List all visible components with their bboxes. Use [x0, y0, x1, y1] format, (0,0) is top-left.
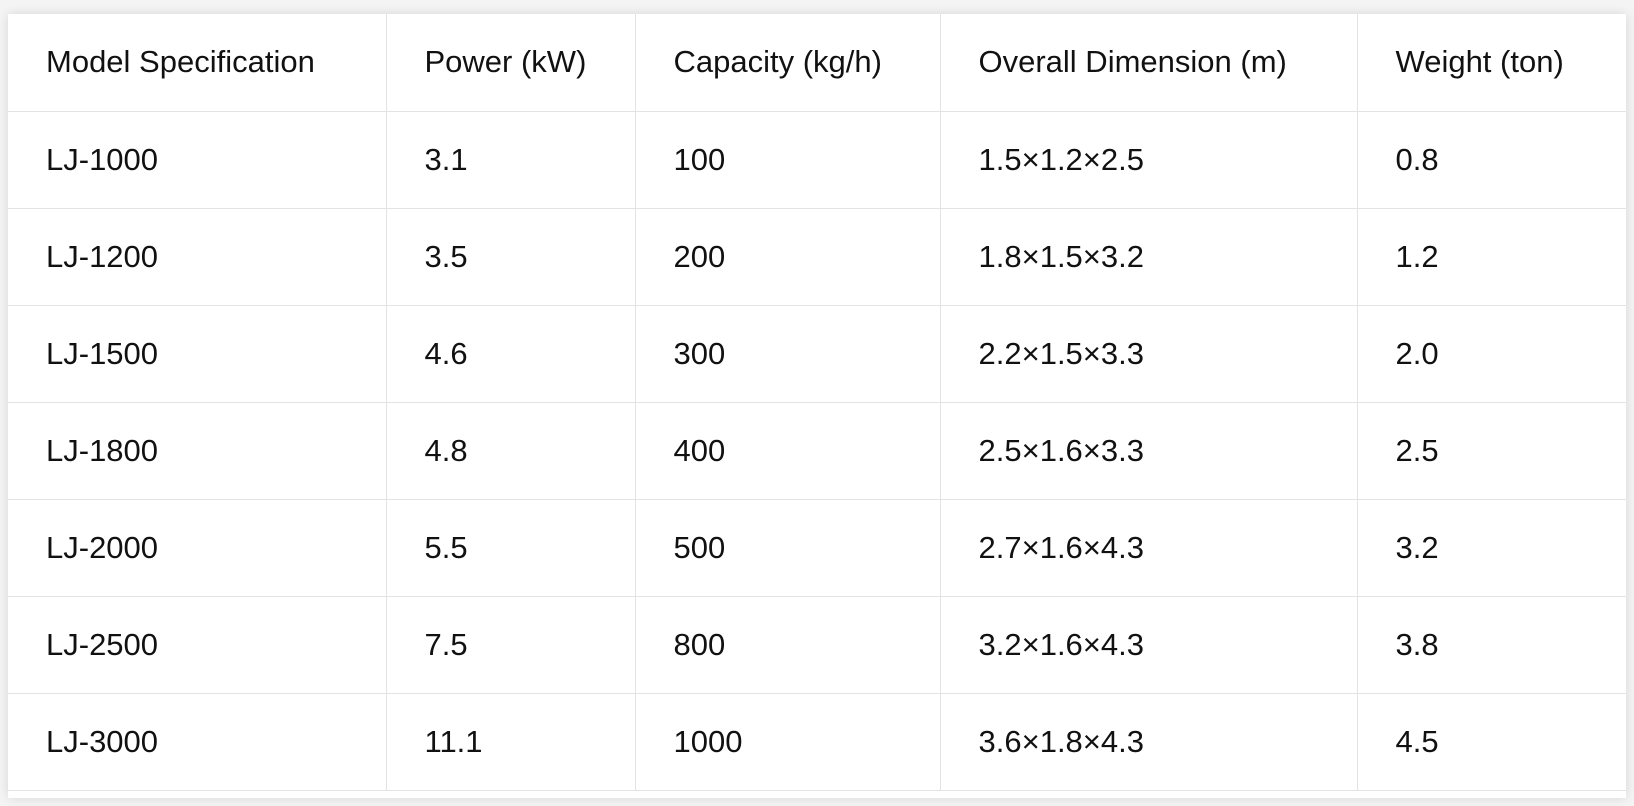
table-cell: 4.6: [385, 304, 636, 403]
header-cell: Weight (ton): [1356, 14, 1626, 112]
table-head: Model Specification Power (kW) Capacity (k…: [8, 14, 1626, 112]
table-cell: 3.6×1.8×4.3: [939, 692, 1358, 791]
table-cell: 1.5×1.2×2.5: [939, 111, 1358, 209]
table-cell: 3.8: [1356, 595, 1626, 694]
table-cell: 0.8: [1356, 111, 1626, 209]
header-cell: Model Specification: [8, 14, 387, 112]
table-cell: 5.5: [385, 498, 636, 597]
table-cell: 7.5: [385, 595, 636, 694]
table-cell: LJ-1200: [8, 207, 387, 306]
table-cell: 4.5: [1356, 692, 1626, 791]
table-cell: LJ-2500: [8, 595, 387, 694]
table-cell: 4.8: [385, 401, 636, 500]
table-row: LJ-3000 11.1 1000 3.6×1.8×4.3 4.5: [8, 692, 1626, 791]
header-row: Model Specification Power (kW) Capacity (k…: [8, 14, 1626, 112]
table-cell: 2.5×1.6×3.3: [939, 401, 1358, 500]
table-cell: 2.2×1.5×3.3: [939, 304, 1358, 403]
table-cell: 1.2: [1356, 207, 1626, 306]
table-cell: 2.7×1.6×4.3: [939, 498, 1358, 597]
table-row: LJ-1500 4.6 300 2.2×1.5×3.3 2.0: [8, 304, 1626, 403]
table-card: Model Specification Power (kW) Capacity (k…: [8, 14, 1626, 798]
table-cell: 3.2×1.6×4.3: [939, 595, 1358, 694]
header-cell: Capacity (kg/h): [634, 14, 941, 112]
table-cell: 11.1: [385, 692, 636, 791]
table-cell: 100: [634, 111, 941, 209]
table-cell: LJ-1500: [8, 304, 387, 403]
table-cell: 2.5: [1356, 401, 1626, 500]
header-cell: Power (kW): [385, 14, 636, 112]
table-cell: 1.8×1.5×3.2: [939, 207, 1358, 306]
table-cell: 800: [634, 595, 941, 694]
header-cell: Overall Dimension (m): [939, 14, 1358, 112]
table-row: LJ-2500 7.5 800 3.2×1.6×4.3 3.8: [8, 595, 1626, 694]
spec-table: Model Specification Power (kW) Capacity (k…: [8, 14, 1626, 791]
table-cell: LJ-1800: [8, 401, 387, 500]
table-row: LJ-1800 4.8 400 2.5×1.6×3.3 2.5: [8, 401, 1626, 500]
table-cell: LJ-2000: [8, 498, 387, 597]
table-cell: 500: [634, 498, 941, 597]
table-cell: LJ-3000: [8, 692, 387, 791]
table-row: LJ-1200 3.5 200 1.8×1.5×3.2 1.2: [8, 207, 1626, 306]
table-body: LJ-1000 3.1 100 1.5×1.2×2.5 0.8 LJ-1200 3.5 200…: [8, 111, 1626, 791]
table-cell: 400: [634, 401, 941, 500]
table-row: LJ-1000 3.1 100 1.5×1.2×2.5 0.8: [8, 111, 1626, 209]
table-cell: 200: [634, 207, 941, 306]
table-cell: 3.5: [385, 207, 636, 306]
table-cell: 3.1: [385, 111, 636, 209]
table-cell: LJ-1000: [8, 111, 387, 209]
table-cell: 3.2: [1356, 498, 1626, 597]
table-cell: 300: [634, 304, 941, 403]
table-cell: 2.0: [1356, 304, 1626, 403]
table-cell: 1000: [634, 692, 941, 791]
table-row: LJ-2000 5.5 500 2.7×1.6×4.3 3.2: [8, 498, 1626, 597]
